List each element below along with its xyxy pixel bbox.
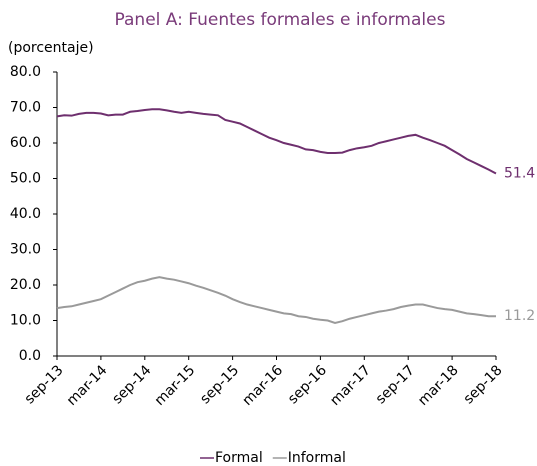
series-line	[56, 276, 496, 325]
x-tick-label: sep-16	[285, 362, 330, 407]
legend-item: Formal	[200, 450, 263, 466]
x-tick-label: sep-18	[461, 362, 506, 407]
x-tick-label: mar-14	[64, 362, 111, 409]
y-tick-label: 60.0	[10, 135, 41, 151]
end-value-label: 51.4	[504, 166, 535, 182]
y-tick-label: 10.0	[10, 313, 41, 329]
legend-item: Informal	[272, 450, 346, 466]
legend-label: Formal	[215, 450, 263, 466]
x-tick-label: sep-15	[197, 362, 242, 407]
x-tick-label: mar-17	[327, 362, 374, 409]
x-tick-label: sep-17	[373, 362, 418, 407]
legend-label: Informal	[288, 450, 346, 466]
y-tick-label: 70.0	[10, 100, 41, 116]
x-tick-label: sep-14	[109, 362, 154, 407]
x-tick-label: mar-16	[240, 362, 287, 409]
x-tick-label: mar-18	[415, 362, 462, 409]
y-tick-label: 20.0	[10, 277, 41, 293]
y-tick-label: 80.0	[10, 64, 41, 80]
x-tick-label: mar-15	[152, 362, 199, 409]
chart-title: Panel A: Fuentes formales e informales	[115, 10, 446, 30]
end-value-label: 11.2	[504, 308, 535, 324]
series-line	[56, 108, 497, 175]
y-tick-label: 30.0	[10, 242, 41, 258]
y-tick-label: 0.0	[19, 348, 41, 364]
y-tick-label: 50.0	[10, 171, 41, 187]
x-tick-label: sep-13	[22, 362, 67, 407]
y-axis-label: (porcentaje)	[8, 40, 94, 56]
y-tick-label: 40.0	[10, 206, 41, 222]
